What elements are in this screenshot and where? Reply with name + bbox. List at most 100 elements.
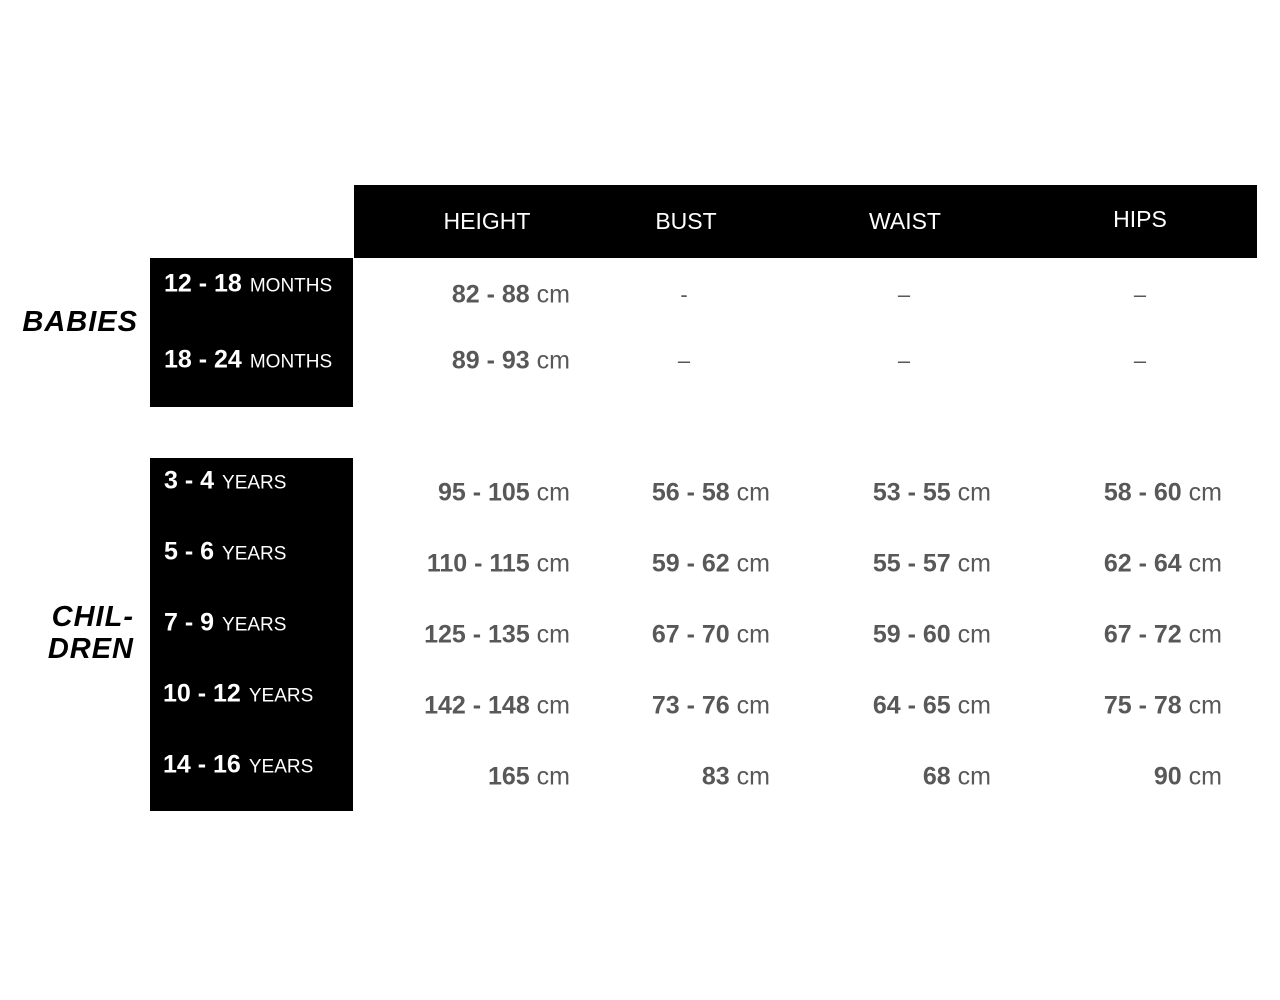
- age-range: 14 - 16: [163, 750, 241, 779]
- measurement-value: 58 - 60: [1103, 478, 1182, 507]
- age-unit: YEARS: [248, 685, 314, 707]
- age-unit: YEARS: [248, 756, 314, 778]
- column-header-waist: WAIST: [869, 208, 941, 234]
- age-unit: YEARS: [222, 614, 287, 636]
- age-range: 12 - 18: [164, 269, 242, 298]
- measurement-value: 68: [922, 762, 951, 791]
- measurement-cell: 83 cm: [702, 763, 770, 792]
- measurement-unit: cm: [736, 762, 770, 791]
- table-header: HEIGHT BUST WAIST HIPS: [354, 185, 1257, 258]
- measurement-value: 64 - 65: [872, 691, 951, 720]
- age-range: 5 - 6: [164, 537, 215, 566]
- measurement-cell: 55 - 57 cm: [873, 550, 991, 579]
- measurement-value: 55 - 57: [872, 549, 951, 578]
- measurement-cell: 142 - 148 cm: [424, 692, 570, 721]
- age-label: 18 - 24 MONTHS: [164, 346, 332, 375]
- measurement-unit: cm: [736, 549, 770, 578]
- children-age-column: [150, 458, 353, 811]
- measurement-unit: cm: [1188, 691, 1222, 720]
- measurement-value: 142 - 148: [424, 691, 530, 720]
- group-label-children-line1: CHIL-: [51, 601, 134, 633]
- group-label-children-line2: DREN: [47, 633, 134, 665]
- measurement-unit: cm: [536, 280, 570, 309]
- measurement-cell: 68 cm: [923, 763, 991, 792]
- measurement-unit: cm: [736, 620, 770, 649]
- measurement-cell: 58 - 60 cm: [1104, 479, 1222, 508]
- age-label: 7 - 9 YEARS: [164, 609, 286, 638]
- measurement-value: 90: [1153, 762, 1182, 791]
- age-unit: MONTHS: [249, 275, 333, 297]
- measurement-cell: 75 - 78 cm: [1104, 692, 1222, 721]
- measurement-cell: 125 - 135 cm: [424, 621, 570, 650]
- age-unit: YEARS: [222, 543, 287, 565]
- measurement-unit: cm: [957, 620, 991, 649]
- column-header-bust: BUST: [655, 208, 717, 234]
- measurement-unit: cm: [957, 762, 991, 791]
- age-unit: YEARS: [222, 472, 287, 494]
- measurement-unit: cm: [536, 346, 570, 375]
- measurement-cell: 95 - 105 cm: [438, 479, 570, 508]
- column-header-hips: HIPS: [1113, 206, 1167, 232]
- measurement-unit: cm: [957, 478, 991, 507]
- measurement-value: 125 - 135: [424, 620, 530, 649]
- measurement-cell: 89 - 93 cm: [452, 347, 570, 376]
- measurement-value: 67 - 70: [651, 620, 730, 649]
- measurement-unit: cm: [957, 549, 991, 578]
- measurement-value: 73 - 76: [651, 691, 730, 720]
- measurement-unit: cm: [1188, 478, 1222, 507]
- empty-value-dash: –: [1133, 282, 1147, 307]
- measurement-cell: 82 - 88 cm: [452, 281, 570, 310]
- measurement-cell: 62 - 64 cm: [1104, 550, 1222, 579]
- age-range: 7 - 9: [164, 608, 215, 637]
- measurement-value: 110 - 115: [426, 549, 530, 578]
- measurement-cell: 165 cm: [488, 763, 570, 792]
- measurement-unit: cm: [536, 549, 570, 578]
- measurement-unit: cm: [1188, 762, 1222, 791]
- empty-value-dash: -: [680, 282, 688, 307]
- age-label: 14 - 16 YEARS: [163, 751, 313, 780]
- measurement-cell: 59 - 60 cm: [873, 621, 991, 650]
- measurement-value: 165: [488, 762, 530, 791]
- measurement-value: 89 - 93: [451, 346, 530, 375]
- measurement-cell: 110 - 115 cm: [427, 550, 570, 579]
- measurement-value: 56 - 58: [651, 478, 730, 507]
- measurement-value: 59 - 62: [651, 549, 730, 578]
- measurement-cell: 73 - 76 cm: [652, 692, 770, 721]
- age-label: 3 - 4 YEARS: [164, 467, 286, 496]
- measurement-value: 82 - 88: [451, 280, 530, 309]
- measurement-value: 62 - 64: [1103, 549, 1182, 578]
- measurement-value: 67 - 72: [1103, 620, 1182, 649]
- measurement-cell: 90 cm: [1154, 763, 1222, 792]
- measurement-value: 75 - 78: [1103, 691, 1182, 720]
- measurement-cell: 64 - 65 cm: [873, 692, 991, 721]
- measurement-unit: cm: [536, 762, 570, 791]
- measurement-value: 95 - 105: [437, 478, 530, 507]
- age-range: 3 - 4: [164, 466, 215, 495]
- measurement-cell: 56 - 58 cm: [652, 479, 770, 508]
- empty-value-dash: –: [1133, 348, 1147, 373]
- group-label-babies: BABIES: [22, 306, 138, 338]
- measurement-unit: cm: [957, 691, 991, 720]
- age-range: 10 - 12: [163, 679, 241, 708]
- column-header-height: HEIGHT: [443, 208, 531, 234]
- babies-age-column: [150, 258, 353, 407]
- measurement-unit: cm: [536, 620, 570, 649]
- measurement-value: 59 - 60: [872, 620, 951, 649]
- measurement-unit: cm: [736, 478, 770, 507]
- age-label: 12 - 18 MONTHS: [164, 270, 332, 299]
- empty-value-dash: –: [677, 348, 691, 373]
- age-label: 5 - 6 YEARS: [164, 538, 286, 567]
- measurement-unit: cm: [1188, 549, 1222, 578]
- measurement-cell: 53 - 55 cm: [873, 479, 991, 508]
- measurement-unit: cm: [536, 691, 570, 720]
- age-label: 10 - 12 YEARS: [163, 680, 313, 709]
- empty-value-dash: –: [897, 348, 911, 373]
- measurement-cell: 67 - 70 cm: [652, 621, 770, 650]
- measurement-unit: cm: [736, 691, 770, 720]
- empty-value-dash: –: [897, 282, 911, 307]
- age-unit: MONTHS: [249, 351, 333, 373]
- measurement-unit: cm: [1188, 620, 1222, 649]
- group-label-children: CHIL- DREN: [30, 601, 134, 665]
- measurement-cell: 59 - 62 cm: [652, 550, 770, 579]
- measurement-cell: 67 - 72 cm: [1104, 621, 1222, 650]
